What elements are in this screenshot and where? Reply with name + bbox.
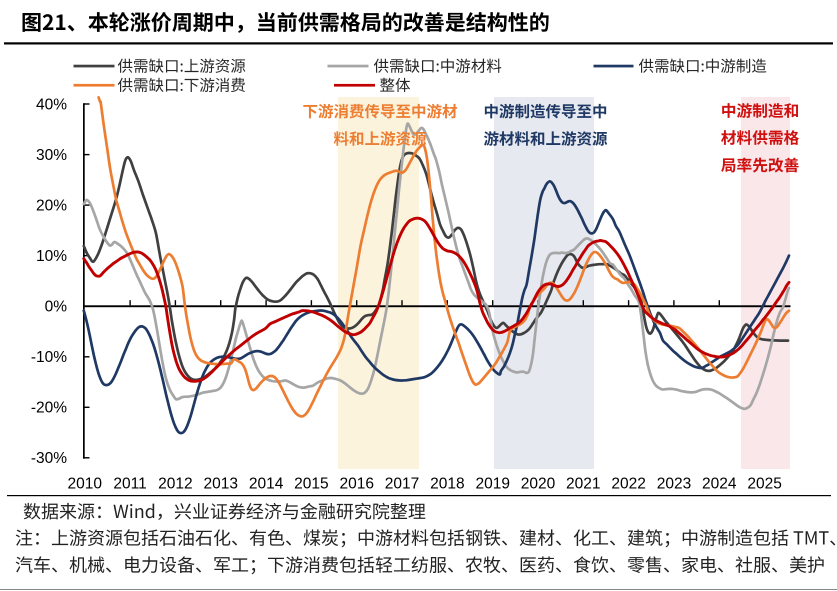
- svg-text:2013: 2013: [204, 476, 238, 493]
- svg-text:-10%: -10%: [31, 349, 67, 366]
- svg-text:-30%: -30%: [31, 450, 67, 467]
- svg-text:2018: 2018: [430, 476, 464, 493]
- svg-text:2012: 2012: [158, 476, 192, 493]
- svg-text:20%: 20%: [36, 198, 67, 215]
- svg-text:2021: 2021: [566, 476, 600, 493]
- svg-text:2023: 2023: [657, 476, 691, 493]
- svg-text:2025: 2025: [747, 476, 781, 493]
- svg-text:2022: 2022: [611, 476, 645, 493]
- svg-text:10%: 10%: [36, 248, 67, 265]
- svg-text:2020: 2020: [521, 476, 556, 493]
- svg-text:2010: 2010: [68, 476, 103, 493]
- svg-text:2017: 2017: [385, 476, 419, 493]
- svg-text:2019: 2019: [475, 476, 509, 493]
- svg-text:0%: 0%: [45, 299, 68, 316]
- svg-text:2024: 2024: [702, 476, 737, 493]
- svg-text:-20%: -20%: [31, 400, 67, 417]
- svg-text:2014: 2014: [249, 476, 284, 493]
- svg-text:40%: 40%: [36, 96, 67, 113]
- svg-text:2015: 2015: [294, 476, 328, 493]
- svg-text:2016: 2016: [339, 476, 373, 493]
- svg-text:30%: 30%: [36, 147, 67, 164]
- svg-text:2011: 2011: [113, 476, 146, 493]
